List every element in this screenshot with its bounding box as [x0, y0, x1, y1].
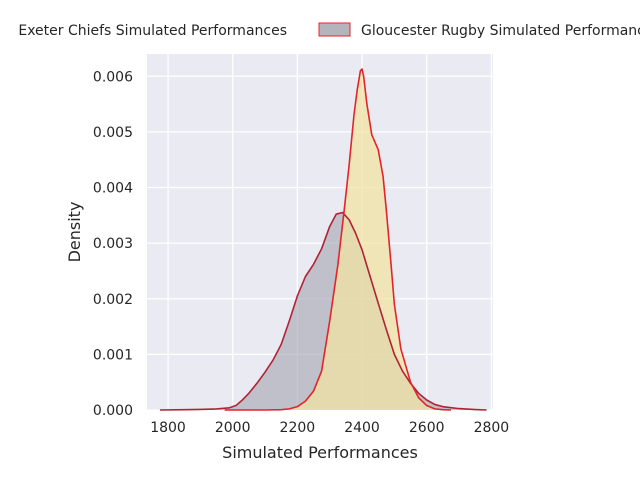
y-tick-label-0.005: 0.005: [93, 125, 133, 141]
y-axis-title: Density: [65, 202, 84, 263]
gloucester-density-area: [224, 69, 451, 411]
exeter-density-area: [159, 212, 487, 410]
y-tick-label-0.004: 0.004: [93, 181, 133, 197]
exeter-density-line: [159, 211, 487, 411]
x-tick-label-1800: 1800: [150, 420, 186, 436]
x-tick-label-2000: 2000: [215, 420, 251, 436]
y-tick-label-0.002: 0.002: [93, 292, 133, 308]
x-tick-label-2400: 2400: [344, 420, 380, 436]
axes-layer: 1800 2000 2200 2400 2600 2800 0.000 0.001 0.002 0…: [93, 69, 509, 436]
y-tick-label-0.003: 0.003: [93, 236, 133, 252]
legend-label-gloucester: Gloucester Rugby Simulated Performances: [361, 23, 640, 39]
legend-swatch-gloucester: [318, 22, 351, 37]
x-axis-title: Simulated Performances: [222, 443, 418, 462]
x-tick-label-2800: 2800: [474, 420, 510, 436]
x-tick-label-2200: 2200: [280, 420, 316, 436]
series-layer: [159, 68, 487, 411]
legend-label-exeter: Exeter Chiefs Simulated Performances: [18, 23, 287, 39]
gloucester-density-line: [224, 68, 451, 411]
legend: Exeter Chiefs Simulated Performances Glou…: [18, 22, 640, 39]
y-tick-label-0.001: 0.001: [93, 347, 133, 363]
x-tick-label-2600: 2600: [409, 420, 445, 436]
y-tick-label-0.000: 0.000: [93, 403, 133, 419]
y-tick-label-0.006: 0.006: [93, 69, 133, 85]
